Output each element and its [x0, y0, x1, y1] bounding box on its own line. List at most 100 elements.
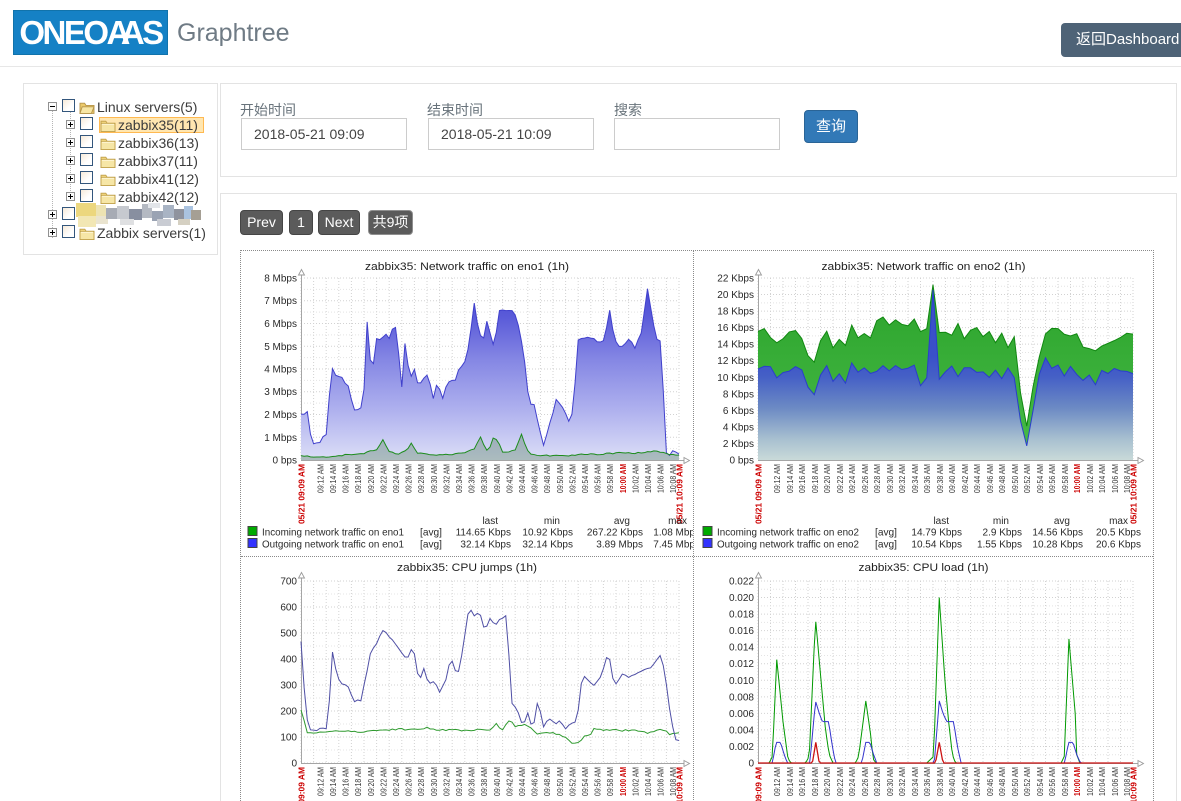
svg-text:min: min [544, 516, 560, 527]
svg-text:09:50 AM: 09:50 AM [1010, 767, 1020, 796]
svg-text:09:32 AM: 09:32 AM [441, 464, 451, 493]
svg-text:05/21 09:09 AM: 05/21 09:09 AM [754, 464, 764, 524]
svg-text:09:28 AM: 09:28 AM [416, 464, 426, 493]
svg-text:09:32 AM: 09:32 AM [897, 767, 907, 796]
svg-text:05/21 10:09 AM: 05/21 10:09 AM [675, 767, 685, 801]
svg-text:300: 300 [280, 681, 297, 692]
svg-text:7 Mbps: 7 Mbps [264, 296, 297, 307]
svg-text:10:08 AM: 10:08 AM [668, 767, 678, 796]
svg-text:09:12 AM: 09:12 AM [772, 767, 782, 796]
svg-text:20.6 Kbps: 20.6 Kbps [1096, 540, 1141, 551]
svg-text:09:16 AM: 09:16 AM [341, 767, 351, 796]
svg-text:0.002: 0.002 [729, 742, 754, 753]
svg-text:700: 700 [280, 577, 297, 588]
svg-text:min: min [993, 516, 1009, 527]
svg-text:09:42 AM: 09:42 AM [960, 464, 970, 493]
svg-text:09:56 AM: 09:56 AM [1047, 464, 1057, 493]
svg-text:05/21 09:09 AM: 05/21 09:09 AM [754, 767, 764, 801]
svg-text:10.92 Kbps: 10.92 Kbps [522, 528, 573, 539]
svg-text:10:06 AM: 10:06 AM [656, 464, 666, 493]
svg-text:09:40 AM: 09:40 AM [947, 464, 957, 493]
svg-text:8 Mbps: 8 Mbps [264, 274, 297, 285]
svg-text:10:04 AM: 10:04 AM [643, 767, 653, 796]
svg-text:10:08 AM: 10:08 AM [668, 464, 678, 493]
svg-text:09:14 AM: 09:14 AM [785, 464, 795, 493]
svg-text:09:26 AM: 09:26 AM [404, 464, 414, 493]
svg-text:6 Kbps: 6 Kbps [723, 406, 754, 417]
svg-text:avg: avg [1054, 516, 1070, 527]
svg-text:09:44 AM: 09:44 AM [972, 767, 982, 796]
svg-text:10:00 AM: 10:00 AM [618, 767, 628, 796]
svg-text:09:50 AM: 09:50 AM [555, 464, 565, 493]
svg-text:10:06 AM: 10:06 AM [1110, 767, 1120, 796]
svg-text:14.56 Kbps: 14.56 Kbps [1032, 528, 1083, 539]
svg-text:05/21 09:09 AM: 05/21 09:09 AM [297, 464, 307, 524]
svg-text:09:20 AM: 09:20 AM [822, 767, 832, 796]
svg-text:2 Mbps: 2 Mbps [264, 410, 297, 421]
svg-text:09:46 AM: 09:46 AM [985, 767, 995, 796]
svg-text:09:36 AM: 09:36 AM [922, 767, 932, 796]
svg-text:09:20 AM: 09:20 AM [822, 464, 832, 493]
svg-text:0: 0 [291, 759, 297, 770]
svg-text:09:32 AM: 09:32 AM [897, 464, 907, 493]
svg-text:09:28 AM: 09:28 AM [416, 767, 426, 796]
svg-text:3.89 Mbps: 3.89 Mbps [596, 540, 643, 551]
svg-text:114.65 Kbps: 114.65 Kbps [456, 528, 511, 539]
svg-text:09:48 AM: 09:48 AM [997, 464, 1007, 493]
svg-text:0.020: 0.020 [729, 593, 754, 604]
svg-text:05/21 09:09 AM: 05/21 09:09 AM [297, 767, 307, 801]
svg-text:10:06 AM: 10:06 AM [656, 767, 666, 796]
svg-text:09:30 AM: 09:30 AM [885, 464, 895, 493]
svg-text:09:48 AM: 09:48 AM [997, 767, 1007, 796]
svg-text:0.010: 0.010 [729, 676, 754, 687]
svg-text:600: 600 [280, 603, 297, 614]
svg-text:09:44 AM: 09:44 AM [517, 767, 527, 796]
svg-text:20.5 Kbps: 20.5 Kbps [1096, 528, 1141, 539]
svg-text:09:18 AM: 09:18 AM [353, 464, 363, 493]
svg-text:7.45 Mbps: 7.45 Mbps [653, 540, 693, 551]
svg-text:0.014: 0.014 [729, 643, 754, 654]
svg-text:09:50 AM: 09:50 AM [555, 767, 565, 796]
svg-text:14.79 Kbps: 14.79 Kbps [911, 528, 962, 539]
svg-text:10.28 Kbps: 10.28 Kbps [1032, 540, 1083, 551]
svg-text:09:22 AM: 09:22 AM [378, 767, 388, 796]
svg-text:09:14 AM: 09:14 AM [328, 464, 338, 493]
svg-text:09:16 AM: 09:16 AM [797, 464, 807, 493]
svg-text:0.008: 0.008 [729, 692, 754, 703]
svg-text:09:34 AM: 09:34 AM [454, 767, 464, 796]
svg-text:09:16 AM: 09:16 AM [341, 464, 351, 493]
svg-text:5 Mbps: 5 Mbps [264, 342, 297, 353]
svg-text:09:56 AM: 09:56 AM [1047, 767, 1057, 796]
svg-text:09:28 AM: 09:28 AM [872, 464, 882, 493]
svg-text:09:34 AM: 09:34 AM [910, 767, 920, 796]
svg-text:09:24 AM: 09:24 AM [391, 464, 401, 493]
svg-text:09:24 AM: 09:24 AM [391, 767, 401, 796]
svg-text:10:02 AM: 10:02 AM [1085, 767, 1095, 796]
svg-text:last: last [482, 516, 498, 527]
svg-text:09:24 AM: 09:24 AM [847, 464, 857, 493]
svg-text:09:30 AM: 09:30 AM [885, 767, 895, 796]
svg-text:09:38 AM: 09:38 AM [479, 464, 489, 493]
svg-text:10 Kbps: 10 Kbps [717, 373, 754, 384]
svg-text:09:58 AM: 09:58 AM [605, 767, 615, 796]
svg-text:09:52 AM: 09:52 AM [567, 767, 577, 796]
svg-text:09:42 AM: 09:42 AM [504, 767, 514, 796]
svg-text:[avg]: [avg] [420, 539, 442, 551]
svg-text:1 Mbps: 1 Mbps [264, 433, 297, 444]
svg-text:6 Mbps: 6 Mbps [264, 319, 297, 330]
svg-text:09:54 AM: 09:54 AM [1035, 767, 1045, 796]
svg-text:09:26 AM: 09:26 AM [860, 464, 870, 493]
svg-text:09:54 AM: 09:54 AM [1035, 464, 1045, 493]
svg-text:09:42 AM: 09:42 AM [504, 464, 514, 493]
svg-text:zabbix35: CPU load (1h): zabbix35: CPU load (1h) [859, 562, 989, 574]
svg-text:09:32 AM: 09:32 AM [441, 767, 451, 796]
svg-text:09:56 AM: 09:56 AM [593, 767, 603, 796]
svg-text:20 Kbps: 20 Kbps [717, 290, 754, 301]
svg-text:0.012: 0.012 [729, 659, 754, 670]
svg-text:Incoming network traffic on en: Incoming network traffic on eno1 [262, 527, 404, 539]
svg-text:200: 200 [280, 707, 297, 718]
svg-text:09:14 AM: 09:14 AM [785, 767, 795, 796]
svg-text:09:34 AM: 09:34 AM [454, 464, 464, 493]
svg-text:10:04 AM: 10:04 AM [1097, 767, 1107, 796]
svg-text:last: last [933, 516, 949, 527]
